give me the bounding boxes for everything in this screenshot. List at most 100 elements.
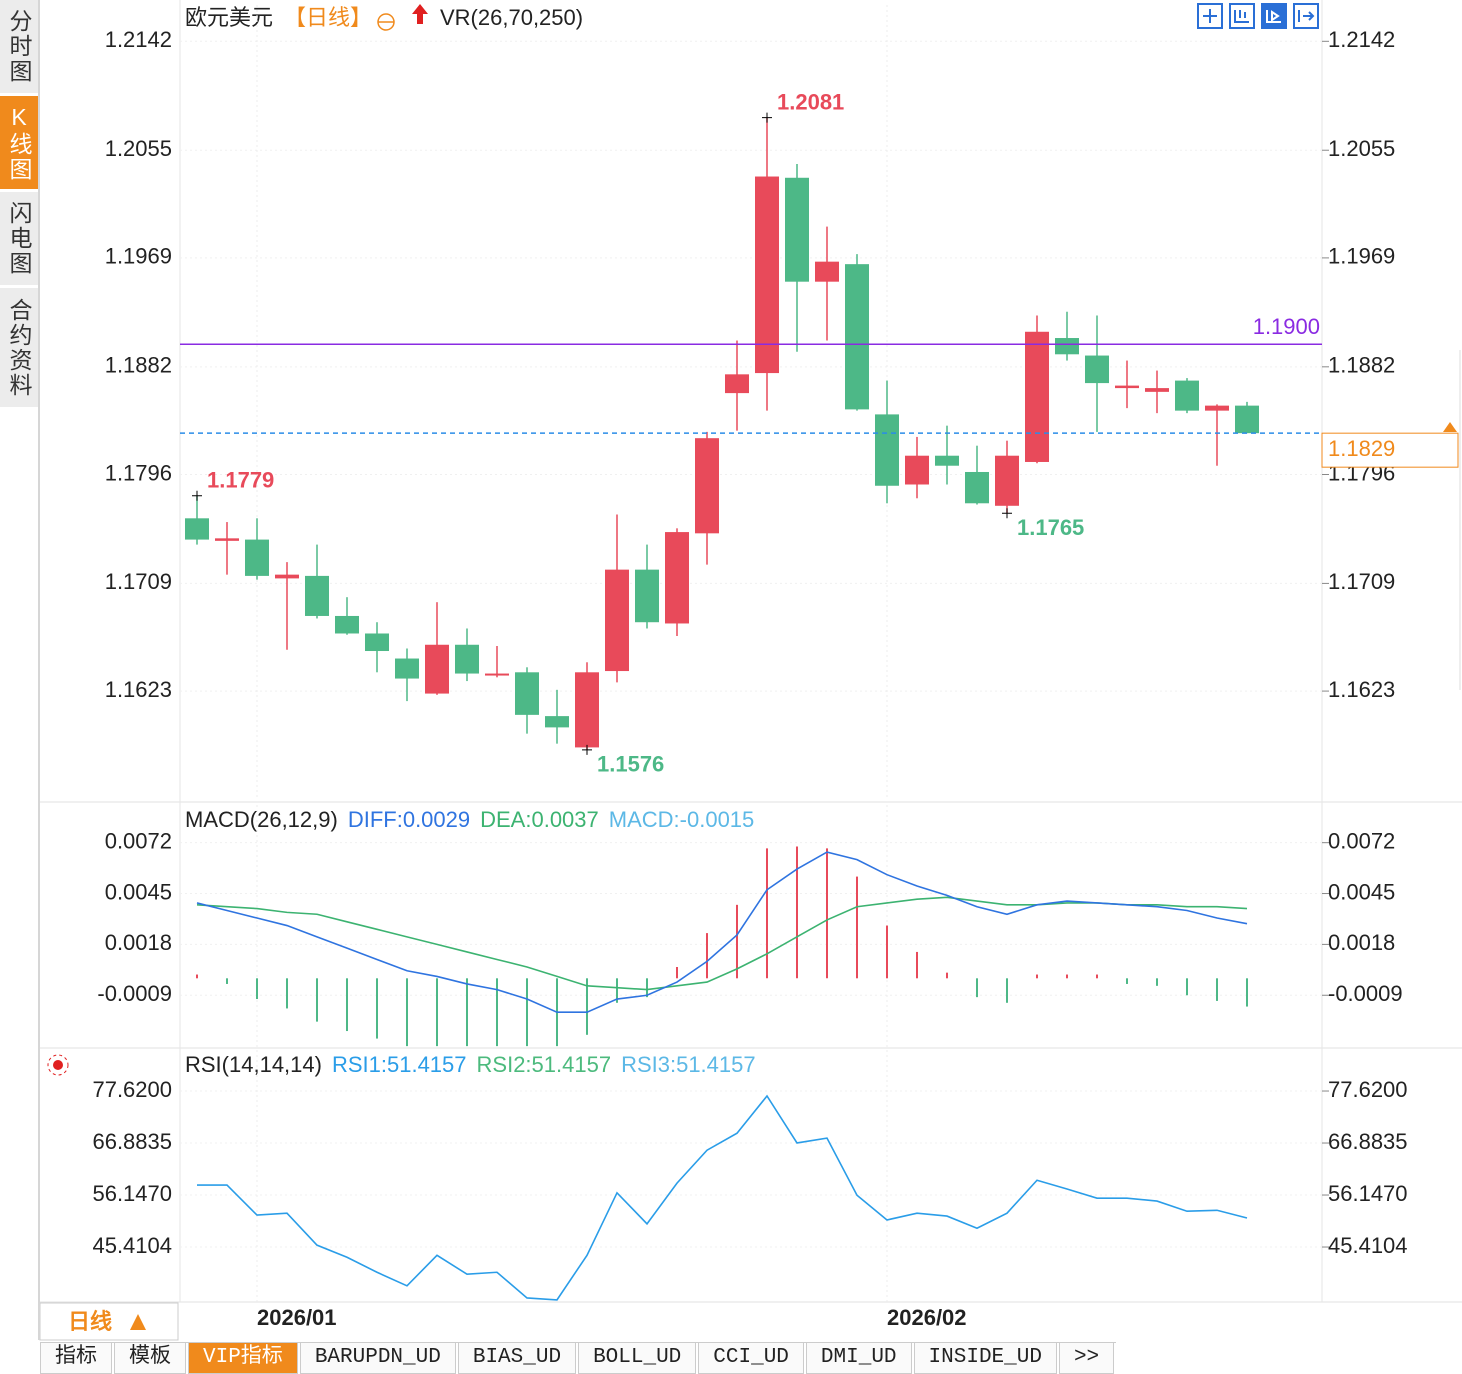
bottom-tabs: 指标 模板 VIP指标 BARUPDN_UD BIAS_UD BOLL_UD CCI_UD D… <box>40 1342 1117 1374</box>
y-tick-label: -0.0009 <box>97 981 172 1006</box>
candle-body <box>905 455 929 485</box>
candle-body <box>215 538 239 541</box>
candle-body <box>575 672 599 748</box>
legend-entry: RSI3:51.4157 <box>621 1052 756 1077</box>
bottom-tab[interactable]: 指标 <box>40 1343 112 1374</box>
tool-button[interactable] <box>1197 3 1223 29</box>
tool-button[interactable] <box>1293 3 1319 29</box>
extreme-marker <box>762 112 772 123</box>
candle-body <box>275 574 299 579</box>
candle-body <box>515 672 539 715</box>
line <box>196 851 1248 1014</box>
rsi-icon[interactable] <box>47 1054 69 1076</box>
candle-body <box>635 569 659 623</box>
bottom-tab[interactable]: BIAS_UD <box>457 1343 577 1374</box>
bottom-tab[interactable]: INSIDE_UD <box>913 1343 1057 1374</box>
period-arrow <box>130 1314 146 1330</box>
x-tick-label: 2026/02 <box>887 1305 967 1330</box>
y-tick-label: 1.1796 <box>105 460 172 485</box>
candle-body <box>455 644 479 674</box>
candle-body <box>815 261 839 282</box>
y-tick-label: 1.1623 <box>105 677 172 702</box>
y-tick-label: 66.8835 <box>92 1129 172 1154</box>
panel-title: RSI(14,14,14) <box>185 1052 322 1077</box>
chart: 欧元美元 【日线】 VR(26,70,250) 日线 1.1623 1.1623 1… <box>39 0 1462 1341</box>
candle-body <box>785 177 809 282</box>
candle-body <box>395 658 419 679</box>
candle-body <box>1085 355 1109 384</box>
y-tick-label: 0.0045 <box>105 879 172 904</box>
line <box>196 896 1248 991</box>
bottom-tab[interactable]: CCI_UD <box>698 1343 804 1374</box>
legend-entry: RSI1:51.4157 <box>332 1052 467 1077</box>
candle-body <box>1025 331 1049 462</box>
price-arrow <box>1443 422 1457 432</box>
candle-body <box>935 455 959 466</box>
y-tick-label: 0.0018 <box>1328 930 1395 955</box>
y-tick-label: 1.1969 <box>105 244 172 269</box>
y-tick-label: 0.0018 <box>105 930 172 955</box>
low-label: 1.1576 <box>597 752 664 777</box>
candle-body <box>1235 405 1259 434</box>
candle-body <box>965 471 989 504</box>
candle-body <box>485 673 509 676</box>
bottom-tab[interactable]: BOLL_UD <box>578 1343 697 1374</box>
candle-body <box>845 264 869 410</box>
indicator: VR(26,70,250) <box>440 5 583 30</box>
price-box <box>1321 432 1459 468</box>
legend-entry: DIFF:0.0029 <box>348 807 470 832</box>
x-tick-label: 2026/01 <box>257 1305 337 1330</box>
legend-entry: RSI2:51.4157 <box>477 1052 612 1077</box>
y-tick-label: 1.1882 <box>105 353 172 378</box>
y-tick-label: 0.0072 <box>1328 828 1395 853</box>
sidebar-tab[interactable]: 闪电图 <box>0 192 38 288</box>
period-button-label[interactable]: 日线 <box>68 1309 112 1334</box>
y-tick-label: 1.2142 <box>105 27 172 52</box>
bottom-tab[interactable]: VIP指标 <box>188 1343 298 1374</box>
candle-body <box>665 532 689 624</box>
candle-body <box>1175 380 1199 411</box>
candle-body <box>1205 405 1229 411</box>
y-tick-label: 77.6200 <box>1328 1077 1408 1102</box>
candle-body <box>725 374 749 394</box>
high-label: 1.1779 <box>207 468 274 493</box>
sidebar-tab[interactable]: 合约资料 <box>0 288 38 410</box>
bottom-tab[interactable]: >> <box>1058 1343 1115 1374</box>
candle-body <box>335 615 359 634</box>
price-box-label: 1.1829 <box>1328 436 1395 461</box>
y-tick-label: 1.1709 <box>1328 569 1395 594</box>
y-tick-label: 1.2055 <box>1328 136 1395 161</box>
sidebar-tab[interactable]: K线图 <box>0 96 38 192</box>
candle-body <box>1145 388 1169 392</box>
y-tick-label: 45.4104 <box>1328 1233 1408 1258</box>
y-tick-label: 0.0072 <box>105 828 172 853</box>
tool-button[interactable] <box>1261 3 1287 29</box>
settings-icon[interactable] <box>377 13 395 31</box>
legend-entry: MACD:-0.0015 <box>609 807 755 832</box>
period-button[interactable] <box>39 1302 179 1341</box>
y-tick-label: 45.4104 <box>92 1233 172 1258</box>
bottom-tab[interactable]: BARUPDN_UD <box>299 1343 456 1374</box>
candle-body <box>1115 385 1139 389</box>
legend-entry: DEA:0.0037 <box>480 807 599 832</box>
period: 【日线】 <box>284 5 372 30</box>
toolbar <box>1197 3 1319 29</box>
tool-button[interactable] <box>1229 3 1255 29</box>
candle-body <box>185 518 209 540</box>
bottom-tab[interactable]: 模板 <box>114 1343 186 1374</box>
extreme-marker <box>1002 508 1012 519</box>
y-tick-label: 0.0045 <box>1328 879 1395 904</box>
y-tick-label: 1.2055 <box>105 136 172 161</box>
candle-body <box>545 716 569 728</box>
candle-body <box>245 539 269 576</box>
sidebar: 分时图 K线图 闪电图 合约资料 <box>0 0 40 1340</box>
arrow-icon <box>412 4 428 24</box>
extreme-marker <box>192 490 202 501</box>
sidebar-tab[interactable]: 分时图 <box>0 0 38 96</box>
y-tick-label: 1.1882 <box>1328 353 1395 378</box>
y-tick-label: 1.1709 <box>105 569 172 594</box>
bottom-tab[interactable]: DMI_UD <box>805 1343 912 1374</box>
candle-body <box>365 633 389 652</box>
extreme-marker <box>582 744 592 755</box>
